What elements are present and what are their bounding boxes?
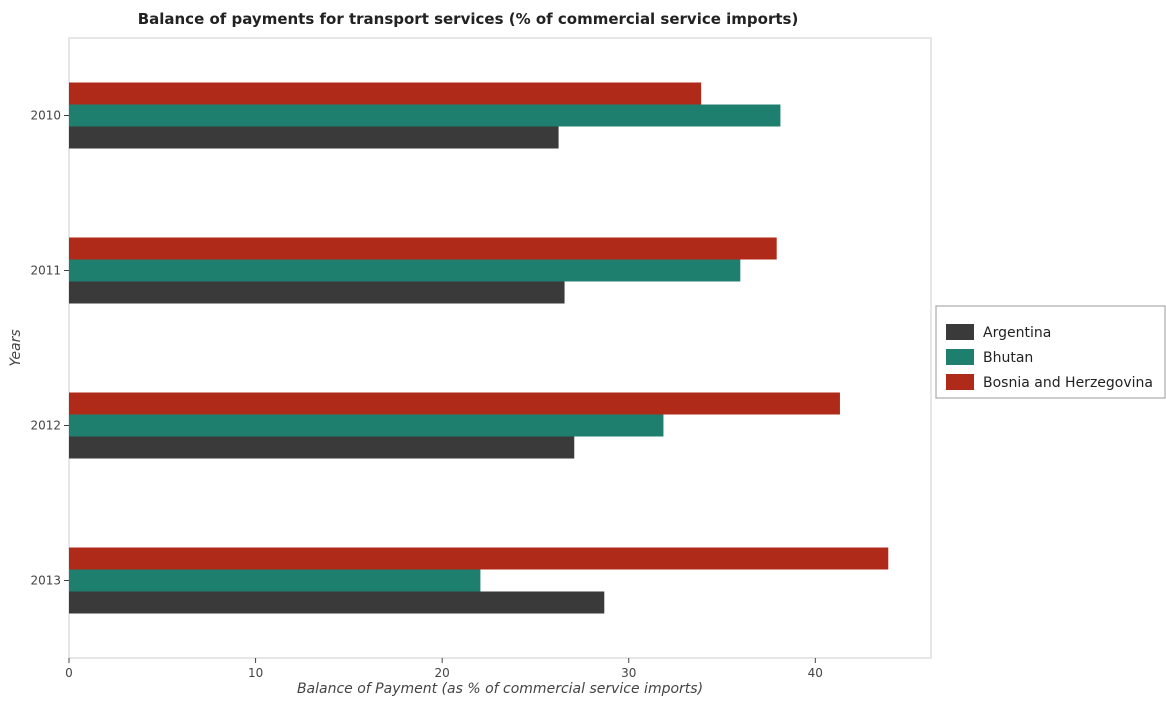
y-axis: 2010 2011 2012 2013: [30, 109, 69, 588]
bar-bosnia-and-herzegovina-2012: [69, 392, 840, 415]
bar-bosnia-and-herzegovina-2013: [69, 547, 889, 570]
bar-argentina-2013: [69, 591, 605, 614]
y-tick-label: 2010: [30, 109, 61, 123]
bar-bhutan-2013: [69, 569, 481, 592]
plot-frame: [68, 37, 932, 659]
bar-argentina-2011: [69, 281, 565, 304]
y-tick-label: 2012: [30, 419, 61, 433]
legend-label: Bhutan: [983, 350, 1033, 366]
bar-bhutan-2012: [69, 414, 664, 437]
bar-bosnia-and-herzegovina-2011: [69, 237, 777, 260]
x-tick-label: 20: [435, 666, 450, 680]
bar-argentina-2012: [69, 436, 575, 459]
plot-area: [68, 37, 932, 659]
x-tick-label: 10: [248, 666, 263, 680]
legend-swatch: [946, 349, 974, 365]
x-tick-label: 40: [808, 666, 823, 680]
bar-bhutan-2010: [69, 104, 781, 127]
bar-bosnia-and-herzegovina-2010: [69, 82, 702, 105]
y-tick-label: 2011: [30, 264, 61, 278]
legend-frame: [935, 305, 1166, 399]
x-tick-label: 0: [65, 666, 73, 680]
bars-group: [69, 82, 889, 614]
x-axis-label: Balance of Payment (as % of commercial s…: [297, 681, 703, 697]
x-axis: 0 10 20 30 40: [65, 658, 823, 680]
legend-label: Argentina: [983, 325, 1051, 341]
bar-bhutan-2011: [69, 259, 741, 282]
y-axis-label: Years: [8, 329, 24, 366]
legend: Argentina Bhutan Bosnia and Herzegovina: [935, 305, 1166, 399]
chart-title: Balance of payments for transport servic…: [138, 10, 799, 28]
bar-argentina-2010: [69, 126, 559, 149]
x-tick-label: 30: [621, 666, 636, 680]
legend-label: Bosnia and Herzegovina: [983, 375, 1153, 391]
y-tick-label: 2013: [30, 574, 61, 588]
legend-swatch: [946, 374, 974, 390]
legend-swatch: [946, 324, 974, 340]
